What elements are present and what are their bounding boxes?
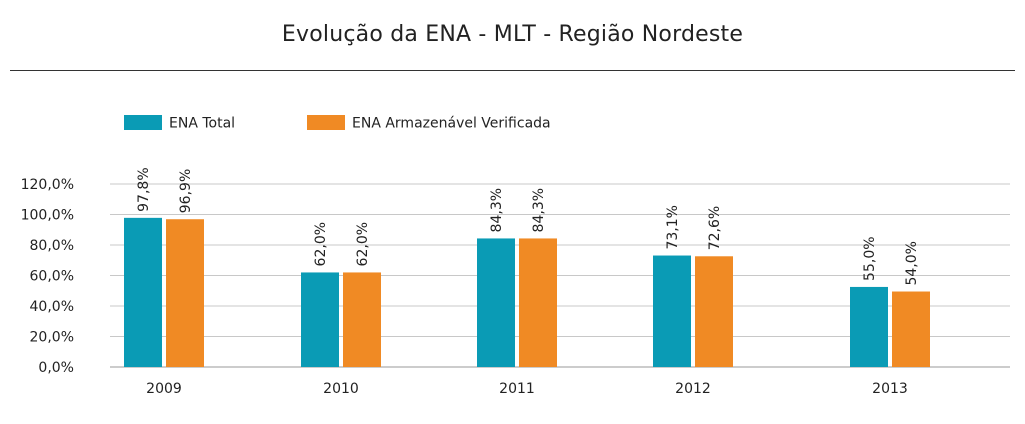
value-label: 62,0%	[313, 222, 329, 266]
y-tick-label: 0,0%	[38, 360, 74, 376]
x-tick-label: 2009	[146, 381, 182, 397]
chart-title: Evolução da ENA - MLT - Região Nordeste	[281, 22, 744, 47]
bar-ena-armazenavel-2010	[343, 272, 381, 367]
bar-ena-total-2013	[850, 286, 888, 367]
value-label: 84,3%	[489, 188, 505, 232]
x-tick-label: 2010	[323, 381, 359, 397]
bar-ena-total-2011	[477, 238, 515, 367]
value-label: 62,0%	[355, 222, 371, 266]
y-tick-label: 120,0%	[21, 177, 74, 193]
bar-ena-total-2012	[653, 255, 691, 367]
bars	[124, 217, 930, 367]
bar-ena-total-2010	[301, 272, 339, 367]
y-tick-label: 100,0%	[21, 208, 74, 224]
y-tick-label: 40,0%	[30, 299, 74, 315]
bar-ena-armazenavel-2009	[166, 219, 204, 367]
x-axis-ticks: 2009 2010 2011 2012 2013	[146, 381, 908, 397]
x-tick-label: 2012	[675, 381, 711, 397]
value-labels: 97,8% 96,9% 62,0% 62,0% 84,3% 84,3% 73,1% 72,6%…	[136, 167, 920, 285]
y-tick-label: 80,0%	[30, 238, 74, 254]
bar-ena-armazenavel-2011	[519, 238, 557, 367]
title-divider	[10, 70, 1015, 71]
x-tick-label: 2011	[499, 381, 535, 397]
value-label: 73,1%	[665, 205, 681, 249]
value-label: 54,0%	[904, 241, 920, 285]
legend: ENA Total ENA Armazenável Verificada	[124, 115, 551, 132]
bar-ena-total-2009	[124, 217, 162, 367]
bar-ena-armazenavel-2013	[892, 291, 930, 367]
y-axis-ticks: 0,0% 20,0% 40,0% 60,0% 80,0% 100,0% 120,0%	[21, 177, 74, 376]
y-tick-label: 60,0%	[30, 269, 74, 285]
value-label: 84,3%	[531, 188, 547, 232]
value-label: 72,6%	[707, 206, 723, 250]
legend-label: ENA Armazenável Verificada	[352, 116, 551, 132]
bar-ena-armazenavel-2012	[695, 256, 733, 367]
value-label: 97,8%	[136, 167, 152, 211]
legend-swatch	[307, 115, 345, 130]
value-label: 96,9%	[178, 169, 194, 213]
x-tick-label: 2013	[872, 381, 908, 397]
legend-label: ENA Total	[169, 116, 235, 132]
value-label: 55,0%	[862, 236, 878, 280]
y-tick-label: 20,0%	[30, 330, 74, 346]
legend-swatch	[124, 115, 162, 130]
